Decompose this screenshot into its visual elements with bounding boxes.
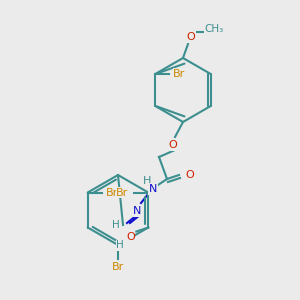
Text: O: O <box>126 232 135 242</box>
Text: O: O <box>187 32 195 42</box>
Text: Br: Br <box>106 188 118 197</box>
Text: Br: Br <box>173 69 185 79</box>
Text: H: H <box>143 176 151 186</box>
Text: O: O <box>169 140 177 150</box>
Text: N: N <box>149 184 157 194</box>
Text: Br: Br <box>112 262 124 272</box>
Text: Br: Br <box>116 188 128 197</box>
Text: CH₃: CH₃ <box>204 24 224 34</box>
Text: H: H <box>112 220 120 230</box>
Text: H: H <box>116 241 124 250</box>
Text: O: O <box>186 170 194 180</box>
Text: N: N <box>133 206 141 216</box>
